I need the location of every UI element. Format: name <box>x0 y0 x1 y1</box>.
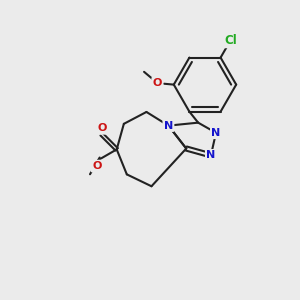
Text: N: N <box>212 128 220 138</box>
Text: O: O <box>92 161 101 171</box>
Text: O: O <box>98 123 107 133</box>
Text: Cl: Cl <box>224 34 237 47</box>
Text: N: N <box>206 150 216 160</box>
Text: O: O <box>153 78 162 88</box>
Text: N: N <box>164 121 173 130</box>
